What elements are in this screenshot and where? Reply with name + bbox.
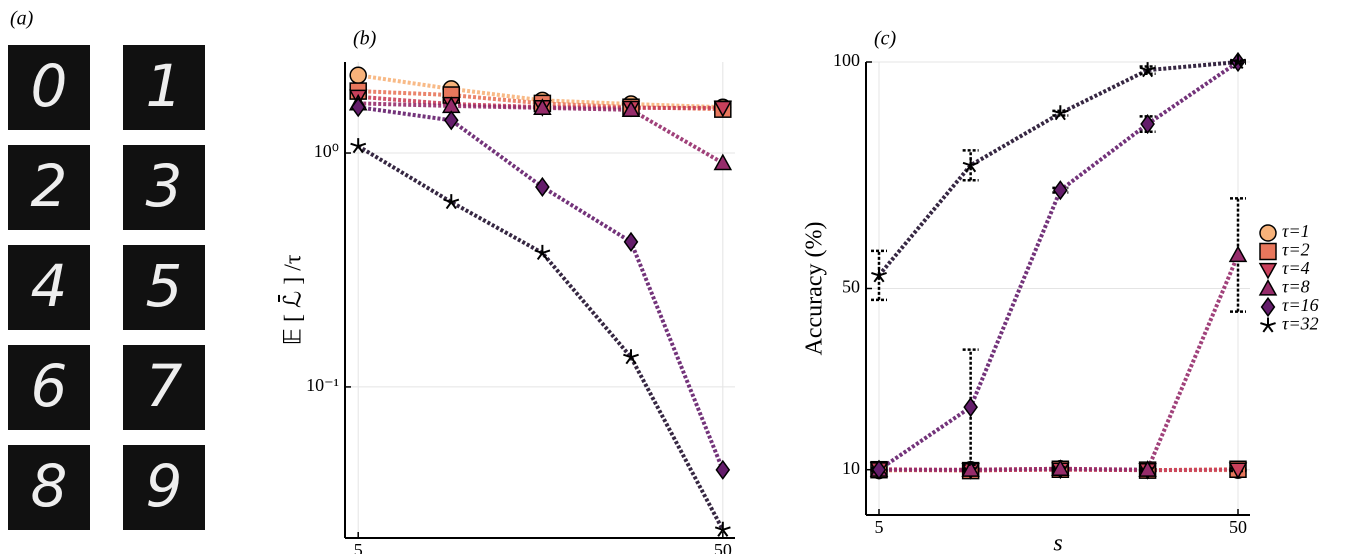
y-tick-label: 50 bbox=[842, 277, 860, 297]
marker bbox=[1230, 247, 1246, 261]
panel-label: (b) bbox=[353, 28, 377, 50]
legend-label: τ=32 bbox=[1282, 314, 1319, 334]
digit: 6 bbox=[31, 352, 68, 420]
series-line bbox=[358, 107, 723, 470]
digit: 1 bbox=[146, 52, 183, 120]
series-line bbox=[879, 255, 1238, 470]
series-line bbox=[358, 146, 723, 530]
digit: 9 bbox=[146, 452, 183, 520]
digit: 7 bbox=[146, 352, 183, 420]
legend-marker bbox=[1262, 298, 1275, 316]
y-tick-label: 10⁰ bbox=[314, 141, 339, 161]
legend-marker bbox=[1260, 281, 1276, 295]
series-line bbox=[879, 62, 1238, 275]
digit: 8 bbox=[31, 452, 68, 520]
digit: 2 bbox=[31, 152, 68, 220]
digit: 4 bbox=[31, 252, 68, 320]
x-tick-label: 5 bbox=[875, 517, 884, 537]
x-tick-label: 50 bbox=[714, 540, 732, 554]
legend-label: τ=2 bbox=[1282, 240, 1310, 260]
y-axis-label: 𝔼 [ ℒ̄ ] /τ bbox=[278, 254, 306, 345]
legend-label: τ=16 bbox=[1282, 295, 1319, 315]
legend-marker bbox=[1260, 264, 1276, 278]
legend-label: τ=1 bbox=[1282, 221, 1310, 241]
marker bbox=[1141, 115, 1154, 133]
marker bbox=[350, 67, 366, 83]
marker bbox=[352, 98, 365, 116]
y-tick-label: 10 bbox=[842, 458, 860, 478]
series-line bbox=[879, 62, 1238, 470]
y-tick-label: 10⁻¹ bbox=[306, 375, 339, 395]
x-axis-label: s bbox=[1053, 531, 1062, 554]
digit: 3 bbox=[146, 152, 183, 220]
marker bbox=[716, 461, 729, 479]
y-axis-label: Accuracy (%) bbox=[802, 222, 828, 356]
marker bbox=[625, 233, 638, 251]
marker bbox=[715, 155, 731, 169]
marker bbox=[535, 245, 550, 259]
y-tick-label: 100 bbox=[833, 50, 860, 70]
figure: (a) 0 1 2 3 4 5 6 7 8 9 10⁰ 10⁻¹ 5 50 (b) s 𝔼 [ ℒ̄ ] /τ 1… bbox=[0, 0, 1360, 554]
legend-label: τ=8 bbox=[1282, 277, 1310, 297]
x-tick-label: 50 bbox=[1229, 517, 1247, 537]
digit: 0 bbox=[31, 52, 68, 120]
legend-marker bbox=[1260, 318, 1275, 332]
digit: 5 bbox=[146, 252, 183, 320]
panel-label: (a) bbox=[10, 8, 34, 30]
marker bbox=[445, 112, 458, 130]
legend-label: τ=4 bbox=[1282, 258, 1310, 278]
x-tick-label: 5 bbox=[354, 540, 363, 554]
marker bbox=[536, 178, 549, 196]
legend-marker bbox=[1260, 244, 1276, 260]
marker bbox=[964, 398, 977, 416]
marker bbox=[1054, 181, 1067, 199]
panel-label: (c) bbox=[874, 28, 897, 50]
legend-marker bbox=[1260, 225, 1276, 241]
